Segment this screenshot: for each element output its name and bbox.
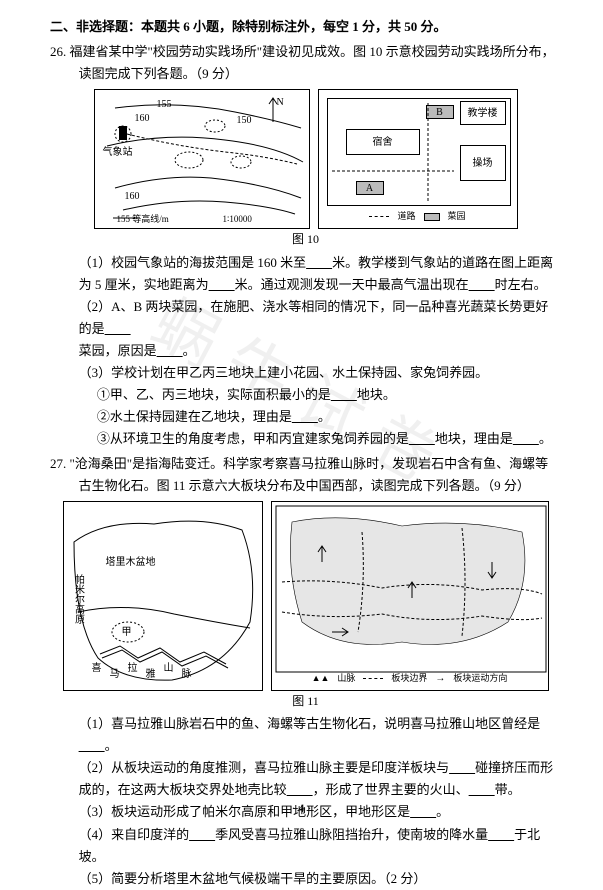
- q26-3-3c: 。: [539, 431, 552, 446]
- fig10-right-map: 教学楼 B 宿舍 操场 A 道路 菜园: [318, 89, 518, 229]
- fig11-right-map: ▲▲ 山脉 板块边界 → 板块运动方向: [271, 501, 549, 691]
- q26-1a: （1）校园气象站的海拔范围是 160 米至: [79, 255, 307, 270]
- section-header: 二、非选择题：本题共 6 小题，除特别标注外，每空 1 分，共 50 分。: [50, 16, 561, 38]
- q27-1a: （1）喜马拉雅山脉岩石中的鱼、海螺等古生物化石，说明喜马拉雅山地区曾经是: [79, 716, 541, 731]
- blank: [488, 827, 514, 842]
- label-weather: 气象站: [103, 144, 133, 161]
- label-jia: 甲: [122, 624, 132, 641]
- label-contour: 155 等高线/m: [117, 212, 169, 227]
- q26-3-1b: 地块。: [357, 387, 396, 402]
- label-160b: 160: [125, 188, 140, 205]
- page-number: · 4 ·: [0, 798, 603, 818]
- q27-stem: 27. "沧海桑田"是指海陆变迁。科学家考察喜马拉雅山脉时，发现岩石中含有鱼、海…: [50, 453, 561, 497]
- q26-2: （2）A、B 两块菜园，在施肥、浇水等相同的情况下，同一品种喜光蔬菜长势更好的是…: [50, 296, 561, 362]
- q26-2c: 。: [183, 343, 196, 358]
- legend-veg: 菜园: [448, 209, 466, 224]
- q26-3-1: ①甲、乙、丙三地块，实际面积最小的是 地块。: [50, 384, 561, 406]
- label-pamir: 帕米尔高原: [70, 574, 87, 624]
- blank: [189, 827, 215, 842]
- q26-3-2a: ②水土保持园建在乙地块，理由是: [97, 409, 292, 424]
- label-ma: 马: [110, 666, 120, 683]
- fig10-left-map: 155 160 150 160 气象站 N 155 等高线/m 1∶10000: [94, 89, 310, 229]
- legend-mount: 山脉: [337, 671, 355, 686]
- legend-mount-icon: ▲▲: [312, 671, 330, 686]
- q27-1: （1）喜马拉雅山脉岩石中的鱼、海螺等古生物化石，说明喜马拉雅山地区曾经是 。: [50, 713, 561, 757]
- legend-dash-icon: [369, 216, 389, 217]
- q26-2b: 菜园，原因是: [79, 343, 157, 358]
- label-ya: 雅: [146, 666, 156, 683]
- legend-veg-icon: [424, 213, 440, 221]
- label-155: 155: [157, 96, 172, 113]
- label-north: N: [277, 94, 284, 111]
- q26-3: （3）学校计划在甲乙丙三地块上建小花园、水土保持园、家兔饲养园。: [50, 362, 561, 384]
- q27-1b: 。: [105, 738, 118, 753]
- q27-2: （2）从板块运动的角度推测，喜马拉雅山脉主要是印度洋板块与 碰撞挤压而形成的，在…: [50, 757, 561, 801]
- blank: [105, 321, 131, 336]
- blank: [449, 760, 475, 775]
- label-shan: 山: [164, 660, 174, 677]
- q26-2a: （2）A、B 两块菜园，在施肥、浇水等相同的情况下，同一品种喜光蔬菜长势更好的是: [79, 299, 549, 336]
- blank: [287, 782, 313, 797]
- legend-arrow-icon: →: [435, 670, 445, 687]
- fig10-right-legend: 道路 菜园: [319, 209, 517, 224]
- label-la: 拉: [128, 660, 138, 677]
- figure-11: 帕米尔高原 塔里木盆地 甲 喜 马 拉 雅 山 脉: [50, 501, 561, 691]
- q26-3-3a: ③从环境卫生的角度考虑，甲和丙宜建家兔饲养园的是: [97, 431, 409, 446]
- label-160a: 160: [135, 110, 150, 127]
- label-xi: 喜: [92, 660, 102, 677]
- q26-3-1a: ①甲、乙、丙三地块，实际面积最小的是: [97, 387, 331, 402]
- blank: [469, 277, 495, 292]
- legend-road: 道路: [397, 209, 415, 224]
- legend-boundary-icon: [363, 678, 383, 679]
- label-scale: 1∶10000: [223, 212, 252, 227]
- blank: [331, 387, 357, 402]
- blank: [209, 277, 235, 292]
- q26-3-3: ③从环境卫生的角度考虑，甲和丙宜建家兔饲养园的是 地块，理由是 。: [50, 428, 561, 450]
- q26-1d: 时左右。: [495, 277, 547, 292]
- blank: [79, 738, 105, 753]
- fig11-right-svg: [272, 502, 550, 692]
- legend-boundary: 板块边界: [391, 671, 427, 686]
- q26-3-2: ②水土保持园建在乙地块，理由是 。: [50, 406, 561, 428]
- q27-2a: （2）从板块运动的角度推测，喜马拉雅山脉主要是印度洋板块与: [79, 760, 450, 775]
- fig11-left-map: 帕米尔高原 塔里木盆地 甲 喜 马 拉 雅 山 脉: [63, 501, 263, 691]
- road-svg: [328, 99, 512, 207]
- question-26: 26. 福建省某中学"校园劳动实践场所"建设初见成效。图 10 示意校园劳动实践…: [50, 41, 561, 450]
- fig10-caption: 图 10: [50, 229, 561, 249]
- q26-3-3b: 地块，理由是: [435, 431, 513, 446]
- blank: [469, 782, 495, 797]
- fig11-caption: 图 11: [50, 691, 561, 711]
- q26-1c: 米。通过观测发现一天中最高气温出现在: [235, 277, 469, 292]
- figure-10: 155 160 150 160 气象站 N 155 等高线/m 1∶10000 …: [50, 89, 561, 229]
- blank: [292, 409, 318, 424]
- q26-3-2b: 。: [318, 409, 331, 424]
- q26-1: （1）校园气象站的海拔范围是 160 米至 米。教学楼到气象站的道路在图上距离为…: [50, 252, 561, 296]
- legend-motion: 板块运动方向: [453, 671, 507, 686]
- fig11-right-legend: ▲▲ 山脉 板块边界 → 板块运动方向: [272, 670, 548, 687]
- question-27: 27. "沧海桑田"是指海陆变迁。科学家考察喜马拉雅山脉时，发现岩石中含有鱼、海…: [50, 453, 561, 890]
- q27-5: （5）简要分析塔里木盆地气候极端干旱的主要原因。（2 分）: [50, 868, 561, 890]
- blank: [513, 431, 539, 446]
- label-mai: 脉: [182, 666, 192, 683]
- blank: [306, 255, 332, 270]
- q27-4: （4）来自印度洋的 季风受喜马拉雅山脉阻挡抬升，使南坡的降水量 于北坡。: [50, 824, 561, 868]
- blank: [157, 343, 183, 358]
- q27-4b: 季风受喜马拉雅山脉阻挡抬升，使南坡的降水量: [215, 827, 488, 842]
- label-150: 150: [237, 112, 252, 129]
- label-tarim: 塔里木盆地: [106, 554, 156, 571]
- q27-2c: ，形成了世界主要的火山、: [313, 782, 469, 797]
- q27-2d: 带。: [495, 782, 521, 797]
- q26-stem: 26. 福建省某中学"校园劳动实践场所"建设初见成效。图 10 示意校园劳动实践…: [50, 41, 561, 85]
- q27-4a: （4）来自印度洋的: [79, 827, 190, 842]
- blank: [409, 431, 435, 446]
